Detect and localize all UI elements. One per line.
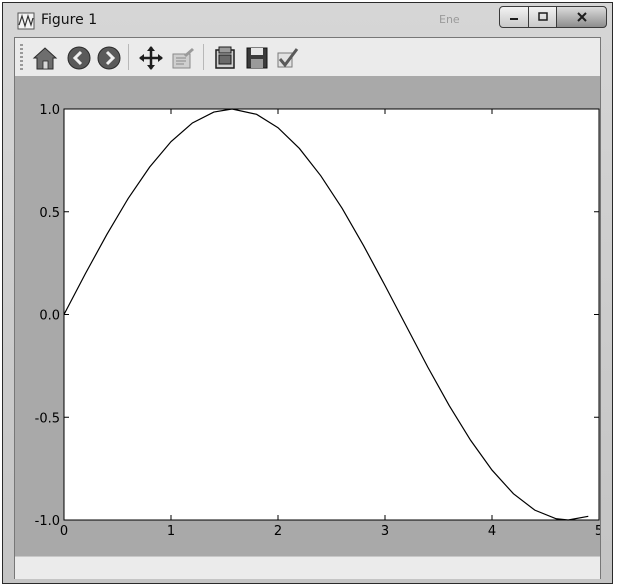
x-tick-label: 2 xyxy=(274,524,282,539)
pan-button[interactable] xyxy=(137,44,165,72)
x-tick-label: 4 xyxy=(488,524,496,539)
figure-canvas-area: 0 1 2 3 4 5 1.0 0.5 0.0 -0.5 -1.0 xyxy=(14,37,604,579)
toolbar-grip[interactable] xyxy=(20,44,23,70)
x-tick-label: 3 xyxy=(381,524,389,539)
background-window-title: Ene xyxy=(439,13,460,26)
y-tick-label: -0.5 xyxy=(35,411,60,426)
y-tick-label: 1.0 xyxy=(39,103,60,118)
zoom-button[interactable] xyxy=(169,44,197,72)
subplots-configure-icon xyxy=(215,46,235,69)
save-floppy-icon xyxy=(246,47,268,69)
forward-button[interactable] xyxy=(95,44,123,72)
home-button[interactable] xyxy=(31,44,59,72)
pan-move-icon xyxy=(139,46,163,70)
forward-arrow-icon xyxy=(97,46,121,70)
x-tick-label: 5 xyxy=(595,524,600,539)
minimize-button[interactable] xyxy=(499,6,529,28)
toolbar-separator xyxy=(203,44,204,70)
figure-app-icon xyxy=(17,12,35,30)
save-button[interactable] xyxy=(243,44,271,72)
minimize-icon xyxy=(510,18,518,20)
y-tick-label: 0.5 xyxy=(39,206,60,221)
y-tick-label: 0.0 xyxy=(39,309,60,324)
edit-parameters-button[interactable] xyxy=(273,44,301,72)
line-chart[interactable]: 0 1 2 3 4 5 1.0 0.5 0.0 -0.5 -1.0 xyxy=(15,76,604,556)
close-button[interactable] xyxy=(556,6,607,28)
subplots-button[interactable] xyxy=(211,44,239,72)
status-bar xyxy=(15,556,600,579)
plot-area xyxy=(63,108,600,521)
maximize-icon xyxy=(537,12,548,21)
x-tick-label: 1 xyxy=(167,524,175,539)
window-title: Figure 1 xyxy=(41,12,98,28)
close-icon xyxy=(576,12,587,22)
home-icon xyxy=(32,47,58,70)
toolbar-separator xyxy=(128,44,129,70)
check-edit-icon xyxy=(277,48,299,68)
series-line xyxy=(63,108,589,521)
zoom-rect-icon xyxy=(172,48,194,69)
back-button[interactable] xyxy=(65,44,93,72)
maximize-button[interactable] xyxy=(528,6,557,28)
y-tick-label: -1.0 xyxy=(35,514,60,529)
title-bar[interactable]: Figure 1 Ene xyxy=(3,3,612,37)
figure-canvas[interactable]: 0 1 2 3 4 5 1.0 0.5 0.0 -0.5 -1.0 xyxy=(15,76,604,556)
back-arrow-icon xyxy=(67,46,91,70)
x-tick-label: 0 xyxy=(60,524,68,539)
navigation-toolbar xyxy=(15,38,600,77)
